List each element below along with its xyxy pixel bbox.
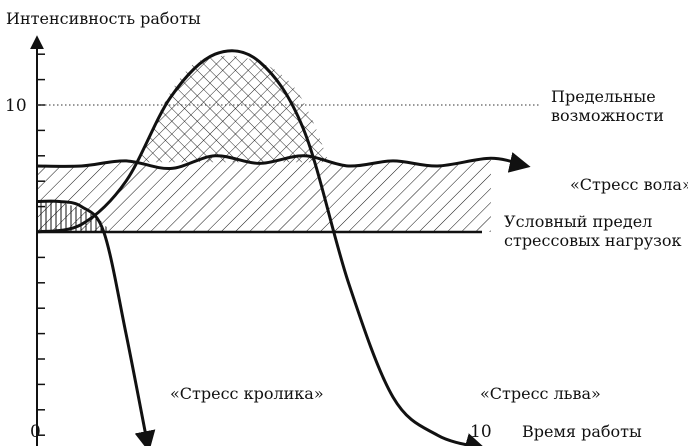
y-axis-ticks	[37, 53, 45, 436]
series-lion-line	[36, 49, 487, 446]
x-tick-label-0: 0	[30, 422, 41, 442]
series-ox-label: «Стресс вола»	[570, 175, 688, 194]
series-rabbit-label: «Стресс кролика»	[170, 384, 324, 403]
limit-label-line2: возможности	[551, 106, 664, 125]
x-axis-title: Время работы	[522, 422, 642, 441]
threshold-label-line2: стрессовых нагрузок	[504, 231, 682, 250]
ox-stress-area	[37, 155, 491, 232]
y-tick-label-10: 10	[5, 96, 27, 116]
series-rabbit-line	[36, 199, 156, 446]
limit-label-line1: Предельные	[551, 87, 656, 106]
threshold-label-line1: Условный предел	[504, 212, 652, 231]
rabbit-stress-area	[37, 201, 111, 232]
lion-stress-area	[137, 55, 329, 163]
series-lion-label: «Стресс льва»	[480, 384, 601, 403]
x-tick-label-10: 10	[470, 422, 492, 442]
y-axis-title: Интенсивность работы	[6, 9, 201, 28]
series-ox-line	[36, 152, 531, 173]
